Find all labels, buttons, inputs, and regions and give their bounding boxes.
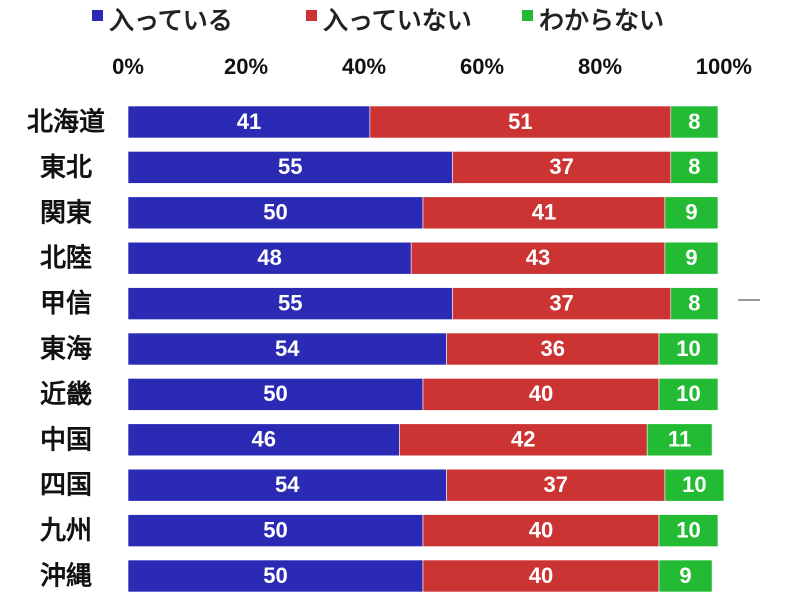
data-label: 50 [263, 563, 287, 588]
bar-segment-1 [127, 196, 424, 230]
category-label: 甲信 [40, 289, 92, 319]
data-label: 9 [685, 245, 697, 270]
legend-swatch-3 [522, 10, 533, 21]
category-label: 東海 [40, 335, 92, 365]
data-label: 10 [676, 517, 700, 542]
bar-segment-1 [127, 151, 453, 184]
bar-segment-2 [446, 332, 660, 366]
bar-segment-3 [658, 559, 713, 593]
bar-segment-2 [422, 196, 666, 230]
data-label: 41 [237, 109, 261, 134]
data-label: 36 [541, 336, 565, 361]
x-tick-label: 0% [112, 54, 144, 79]
data-label: 54 [275, 472, 300, 497]
data-label: 42 [511, 427, 535, 452]
category-label: 四国 [40, 471, 92, 501]
data-label: 11 [668, 427, 691, 452]
bar-segment-3 [670, 105, 719, 139]
category-label: 九州 [39, 516, 92, 546]
legend-label-1: 入っている [109, 6, 233, 35]
legend-label-3: わからない [539, 6, 664, 35]
data-label: 37 [549, 290, 573, 315]
data-label: 48 [257, 245, 281, 270]
bar-segment-1 [127, 514, 424, 547]
data-label: 37 [549, 154, 573, 179]
category-label: 近畿 [40, 380, 92, 410]
bar-segment-3 [664, 196, 719, 230]
data-label: 10 [676, 381, 700, 406]
legend-label-2: 入っていない [323, 6, 472, 35]
data-label: 51 [508, 109, 532, 134]
x-tick-label: 20% [224, 54, 268, 79]
x-tick-label: 80% [578, 54, 622, 79]
data-label: 55 [278, 154, 302, 179]
bar-segment-1 [127, 423, 400, 457]
x-tick-label: 60% [460, 54, 504, 79]
bar-segment-3 [664, 241, 719, 275]
bar-segment-3 [670, 151, 719, 184]
bar-segment-1 [127, 559, 424, 593]
legend-swatch-1 [92, 10, 103, 21]
data-label: 55 [278, 290, 302, 315]
category-label: 沖縄 [40, 562, 92, 592]
data-label: 50 [263, 200, 287, 225]
bar-segment-2 [399, 423, 648, 457]
bar-segment-1 [127, 468, 447, 502]
data-label: 37 [544, 472, 568, 497]
bar-segment-1 [127, 241, 412, 275]
bar-segment-3 [658, 514, 719, 547]
bar-segment-2 [422, 378, 660, 411]
data-label: 43 [526, 245, 550, 270]
data-label: 50 [263, 517, 287, 542]
legend-swatch-2 [306, 10, 317, 21]
data-label: 9 [679, 563, 691, 588]
bar-segment-3 [664, 468, 725, 502]
data-label: 8 [688, 109, 700, 134]
bar-segment-1 [127, 105, 371, 139]
bar-segment-2 [452, 151, 672, 184]
data-label: 8 [688, 154, 700, 179]
bar-segment-1 [127, 287, 453, 320]
data-label: 40 [529, 381, 553, 406]
bar-segment-3 [646, 423, 713, 457]
x-tick-label: 40% [342, 54, 386, 79]
category-label: 北陸 [40, 244, 92, 274]
data-label: 10 [682, 472, 706, 497]
category-label: 関東 [40, 198, 92, 228]
category-label: 東北 [40, 153, 92, 183]
data-label: 46 [251, 427, 275, 452]
data-label: 50 [263, 381, 287, 406]
data-label: 8 [688, 290, 700, 315]
data-label: 9 [685, 200, 697, 225]
bar-segment-3 [658, 378, 719, 411]
bar-segment-2 [452, 287, 672, 320]
category-label: 北海道 [27, 107, 105, 138]
bar-segment-1 [127, 378, 424, 411]
data-label: 40 [529, 563, 553, 588]
bar-segment-2 [369, 105, 672, 139]
bar-segment-1 [127, 332, 447, 366]
x-tick-label: 100% [696, 54, 752, 79]
data-label: 10 [676, 336, 700, 361]
data-label: 40 [529, 517, 553, 542]
bar-segment-3 [658, 332, 719, 366]
bar-segment-2 [422, 514, 660, 547]
data-label: 41 [532, 200, 556, 225]
category-label: 中国 [40, 425, 92, 455]
bar-segment-3 [670, 287, 719, 320]
data-label: 54 [275, 336, 300, 361]
